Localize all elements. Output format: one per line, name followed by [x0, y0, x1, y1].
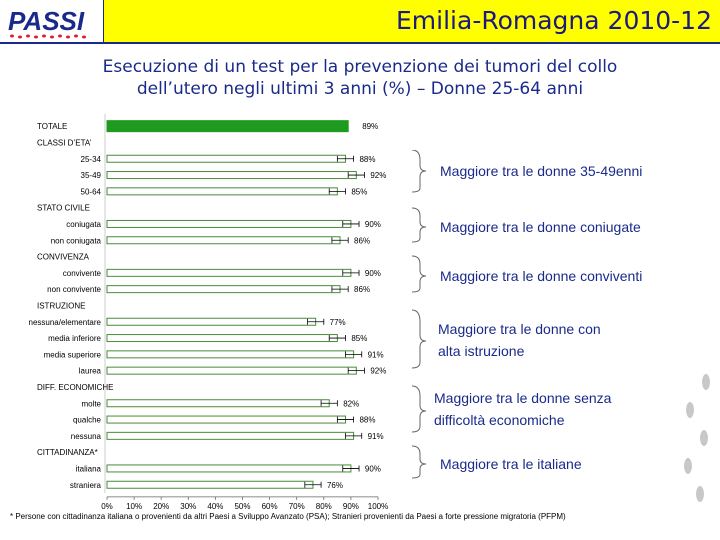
header-divider	[0, 42, 720, 44]
value-label-italiana: 90%	[365, 464, 381, 473]
chart-title-line2: dell’utero negli ultimi 3 anni (%) – Don…	[136, 79, 584, 99]
category-label-istruzione: ISTRUZIONE	[37, 301, 85, 310]
category-label-25-34: 25-34	[81, 155, 102, 164]
bracket-education	[411, 309, 427, 369]
note-education: Maggiore tra le donne con alta istruzion…	[438, 318, 601, 362]
category-label-straniera: straniera	[70, 481, 102, 490]
note-education-line2: alta istruzione	[438, 343, 525, 359]
bar-laurea	[106, 366, 357, 375]
value-label-media-inferiore: 85%	[351, 334, 367, 343]
category-label-stato-civile: STATO CIVILE	[37, 204, 90, 213]
value-label-nessuna-elementare: 77%	[330, 318, 346, 327]
x-tick-label-7: 70%	[289, 502, 305, 510]
bar-non-coniugata	[106, 236, 341, 245]
passi-logo: PASSI	[0, 0, 104, 42]
category-label-diff-economiche: DIFF. ECONOMICHE	[37, 383, 113, 392]
value-label-35-49: 92%	[370, 171, 386, 180]
x-tick-label-1: 10%	[126, 502, 142, 510]
category-label-cittadinanza: CITTADINANZA*	[37, 448, 98, 457]
bar-chart: TOTALE 89% CLASSI D’ETA’ 25-34 88% 35-49 92% 50…	[29, 114, 388, 510]
bar-50-64	[106, 187, 338, 196]
chart-title-line1: Esecuzione di un test per la prevenzione…	[102, 57, 618, 77]
category-label-non-coniugata: non coniugata	[51, 236, 102, 245]
note-cohabit: Maggiore tra le donne conviventi	[440, 268, 643, 284]
value-label-media-superiore: 91%	[368, 350, 384, 359]
bar-totale	[106, 120, 349, 133]
value-label-25-34: 88%	[359, 155, 375, 164]
category-label-nessuna-elementare: nessuna/elementare	[29, 318, 102, 327]
x-tick-label-3: 30%	[180, 502, 196, 510]
note-education-line1: Maggiore tra le donne con	[438, 321, 601, 337]
value-label-qualche: 88%	[359, 416, 375, 425]
value-label-coniugata: 90%	[365, 220, 381, 229]
bar-qualche	[106, 415, 346, 424]
x-tick-label-6: 60%	[262, 502, 278, 510]
category-label-qualche: qualche	[73, 416, 102, 425]
note-economic-line2: difficoltà economiche	[434, 412, 565, 428]
footprints-decoration	[684, 374, 710, 502]
bracket-citizenship	[411, 445, 427, 479]
x-tick-label-2: 20%	[153, 502, 169, 510]
note-marital: Maggiore tra le donne coniugate	[440, 219, 641, 235]
bar-italiana	[106, 464, 352, 473]
category-label-50-64: 50-64	[81, 187, 102, 196]
category-label-convivenza: CONVIVENZA	[37, 253, 90, 262]
category-label-35-49: 35-49	[81, 171, 102, 180]
category-label-media-inferiore: media inferiore	[48, 334, 101, 343]
note-age: Maggiore tra le donne 35-49enni	[440, 163, 643, 179]
chart-title: Esecuzione di un test per la prevenzione…	[40, 56, 680, 100]
x-tick-label-5: 50%	[234, 502, 250, 510]
value-label-non-convivente: 86%	[354, 285, 370, 294]
bracket-marital	[411, 207, 427, 243]
value-label-molte: 82%	[343, 399, 359, 408]
note-economic-line1: Maggiore tra le donne senza	[434, 390, 612, 406]
x-tick-label-0: 0%	[101, 502, 113, 510]
title-banner: Emilia-Romagna 2010-12	[104, 0, 720, 42]
x-tick-label-8: 80%	[316, 502, 332, 510]
bar-nessuna	[106, 431, 355, 440]
category-label-laurea: laurea	[79, 367, 102, 376]
bar-media-inferiore	[106, 334, 338, 343]
value-label-non-coniugata: 86%	[354, 236, 370, 245]
note-citizenship: Maggiore tra le italiane	[440, 456, 582, 472]
value-label-straniera: 76%	[327, 481, 343, 490]
bar-nessuna-elementare	[106, 317, 317, 326]
x-tick-label-4: 40%	[207, 502, 223, 510]
logo-text: PASSI	[8, 6, 85, 36]
bar-convivente	[106, 268, 352, 277]
value-label-totale: 89%	[362, 122, 378, 131]
x-tick-label-10: 100%	[368, 502, 388, 510]
bar-media-superiore	[106, 350, 355, 359]
category-label-nessuna: nessuna	[71, 432, 102, 441]
bracket-cohabit	[411, 255, 427, 293]
bracket-economic	[411, 385, 427, 433]
value-label-convivente: 90%	[365, 269, 381, 278]
category-label-italiana: italiana	[76, 464, 102, 473]
category-label-classi-d-eta: CLASSI D’ETA’	[37, 138, 92, 147]
header: PASSI Emilia-Romagna 2010-12	[0, 0, 720, 44]
bar-35-49	[106, 171, 357, 180]
bar-coniugata	[106, 219, 352, 228]
category-label-molte: molte	[81, 399, 101, 408]
note-economic: Maggiore tra le donne senza difficoltà e…	[434, 387, 611, 431]
bar-25-34	[106, 154, 346, 163]
category-label-totale: TOTALE	[37, 122, 67, 131]
category-label-convivente: convivente	[63, 269, 102, 278]
region-title: Emilia-Romagna 2010-12	[396, 6, 712, 35]
bar-straniera	[106, 480, 314, 489]
x-tick-label-9: 90%	[343, 502, 359, 510]
bar-non-convivente	[106, 285, 341, 294]
value-label-50-64: 85%	[351, 187, 367, 196]
passi-logo-graphic: PASSI	[8, 6, 86, 39]
footnote: * Persone con cittadinanza italiana o pr…	[10, 512, 566, 521]
value-label-laurea: 92%	[370, 367, 386, 376]
category-label-media-superiore: media superiore	[44, 350, 102, 359]
bracket-group	[411, 150, 427, 479]
bracket-age	[411, 150, 427, 193]
category-label-coniugata: coniugata	[66, 220, 101, 229]
category-label-non-convivente: non convivente	[47, 285, 101, 294]
value-label-nessuna: 91%	[368, 432, 384, 441]
bar-molte	[106, 399, 330, 408]
